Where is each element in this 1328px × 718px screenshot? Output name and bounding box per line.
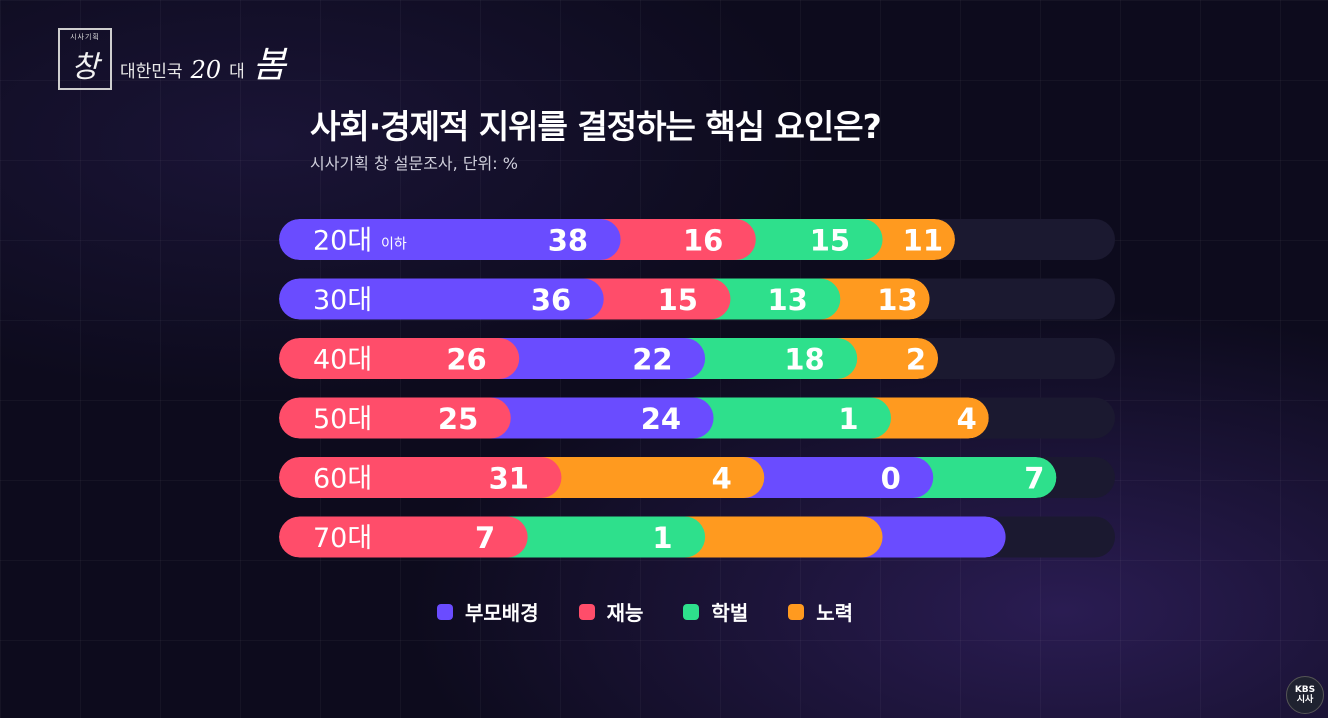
data-label: 13 [767,283,807,317]
logo-badge: 시사기획 창 [58,28,112,90]
data-label: 7 [475,521,495,555]
category-label: 50대 [313,404,372,435]
legend-swatch [683,603,700,620]
logo-small-text: 시사기획 [70,33,100,41]
bar-segment-부모배경 [478,338,706,379]
legend-label: 학벌 [711,601,749,625]
data-label: 24 [641,402,681,436]
category-label: 70대 [313,523,372,554]
bar-segment-부모배경 [279,219,621,260]
bar-segment-부모배경 [469,397,714,439]
chart-subtitle: 시사기획 창 설문조사, 단위: % [310,154,518,173]
data-label: 15 [810,224,850,258]
logo-unit: 대 [229,62,245,82]
bar-segment-재능 [279,397,511,439]
legend-label: 재능 [606,601,644,625]
category-label: 40대 [313,345,372,376]
legend-swatch [578,603,595,620]
legend-label: 노력 [816,601,854,625]
data-label: 13 [877,283,917,317]
data-label: 16 [683,224,723,258]
program-logo: 시사기획 창 대한민국 20 대 봄 [58,28,286,90]
kbs-badge: KBS 시사 [1286,676,1324,714]
bar-segment-학벌 [714,219,883,260]
category-suffix: 이하 [381,237,407,253]
data-label: 4 [712,462,732,496]
bar-segment-부모배경 [279,278,604,320]
category-label: 30대 [313,285,372,316]
bar-row-2: 36 15 13 13 30대 [279,278,1115,320]
legend-label: 부모배경 [465,601,539,625]
bar-segment-재능 [279,338,520,379]
data-label: 25 [438,402,478,436]
logo-char: 창 [71,50,99,85]
legend-swatch [437,603,453,620]
category-label: 60대 [313,464,372,495]
bar-segment-부모배경 [723,457,934,498]
chart-title: 사회·경제적 지위를 결정하는 핵심 요인은? [310,107,882,146]
data-label: 2 [906,343,926,377]
legend-swatch [788,603,805,620]
bar-segment-학벌 [486,516,706,558]
kbs-sub-label: 시사 [1296,695,1314,705]
data-label: 38 [548,224,588,258]
data-label: 11 [903,224,943,258]
bar-segment-학벌 [892,457,1057,498]
bar-row-3: 26 22 18 2 40대 [279,338,1115,379]
data-label: 36 [531,283,571,317]
legend-item: 부모배경 [437,597,539,626]
data-label: 7 [1024,462,1044,496]
kbs-label: KBS [1294,685,1316,695]
category-label: 20대 [313,226,372,257]
data-label: 22 [632,343,672,377]
bar-row-5: 31 4 0 7 60대 [279,457,1115,498]
bar-segment-노력 [664,516,883,558]
bar-segment-학벌 [664,338,858,379]
data-label: 1 [838,402,858,436]
logo-tail: 봄 [252,45,286,86]
bar-segment-재능 [562,278,731,320]
legend-item: 학벌 [683,597,748,626]
data-label: 31 [489,462,529,496]
data-label: 15 [658,283,698,317]
data-label: 1 [652,521,672,555]
data-label: 4 [957,402,977,436]
legend-item: 노력 [788,597,853,626]
data-label: 0 [881,462,901,496]
legend-item: 재능 [578,597,644,626]
logo-number: 20 [190,56,222,84]
bar-segment-학벌 [672,397,891,439]
logo-series: 대한민국 [120,62,183,82]
bar-segment-부모배경 [841,516,1006,558]
bar-segment-재능 [279,516,528,558]
chart-legend: 부모배경 재능 학벌 노력 [437,597,853,626]
bar-row-4: 25 24 1 4 50대 [279,397,1115,439]
bar-segment-재능 [279,457,562,498]
data-label: 18 [784,343,824,377]
bar-segment-재능 [579,219,756,260]
bar-row-6: 7 1 70대 [279,516,1115,558]
bar-segment-노력 [520,457,765,498]
bar-row-1: 38 16 15 11 20대 이하 [279,219,1115,260]
data-label: 26 [446,343,486,377]
